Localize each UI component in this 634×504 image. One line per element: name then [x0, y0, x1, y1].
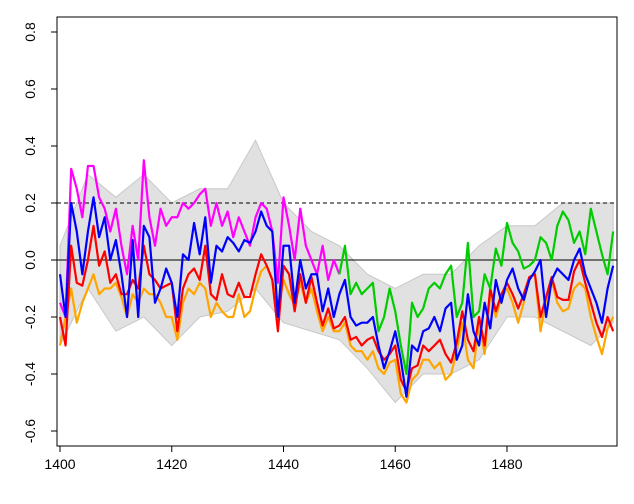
series-line-0 — [58, 264, 615, 404]
y-tick-label: -0.4 — [22, 362, 38, 386]
plot-frame — [56, 16, 618, 447]
y-tick-label: 0.8 — [22, 22, 38, 42]
x-tick-label: 1440 — [268, 456, 299, 472]
y-tick-label: -0.2 — [22, 305, 38, 329]
x-tick-label: 1460 — [380, 456, 411, 472]
series-line-3 — [338, 207, 615, 376]
y-tick-label: -0.6 — [22, 419, 38, 443]
y-tick-label: 0.6 — [22, 79, 38, 99]
y-tick-label: 0.2 — [22, 193, 38, 213]
series-lines — [58, 159, 615, 404]
y-axis: -0.6 -0.4 -0.2 0.0 0.2 0.4 0.6 0.8 — [22, 22, 57, 443]
x-tick-label: 1420 — [156, 456, 187, 472]
y-tick-label: 0.4 — [22, 136, 38, 156]
y-tick-label: 0.0 — [22, 250, 38, 270]
series-line-2 — [58, 159, 341, 319]
x-axis: 1400 1420 1440 1460 1480 — [44, 446, 523, 472]
x-tick-label: 1400 — [44, 456, 75, 472]
series-line-4 — [58, 196, 615, 398]
x-tick-label: 1480 — [491, 456, 522, 472]
